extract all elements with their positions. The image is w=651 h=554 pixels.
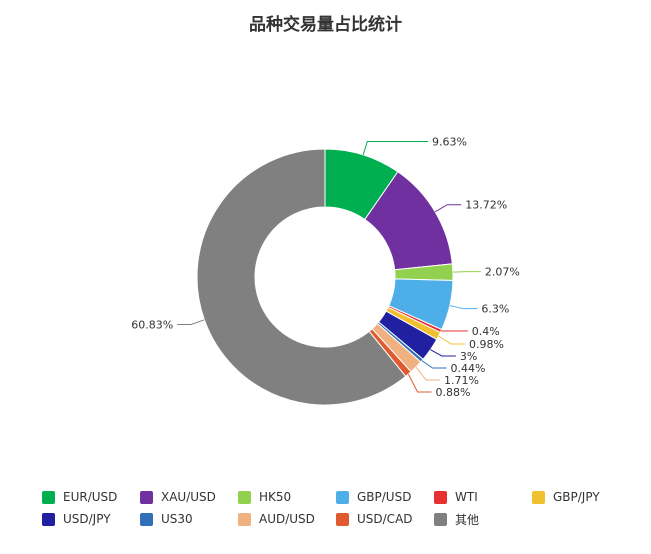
legend-label: GBP/JPY (553, 490, 600, 504)
pie-slice-other[interactable] (196, 148, 407, 406)
chart-legend: EUR/USD XAU/USD HK50 GBP/USD WTI GBP/JPY USD/J… (42, 489, 642, 527)
slice-value-label: 0.44% (450, 362, 485, 375)
legend-swatch (42, 490, 55, 504)
legend-item-xau-usd[interactable]: XAU/USD (140, 489, 238, 505)
slice-value-label: 3% (460, 350, 477, 363)
legend-item-other[interactable]: 其他 (434, 511, 532, 527)
legend-swatch (140, 512, 153, 526)
slice-value-label: 1.71% (444, 374, 479, 387)
legend-item-usd-jpy[interactable]: USD/JPY (42, 511, 140, 527)
legend-label: WTI (455, 490, 478, 504)
legend-label: XAU/USD (161, 490, 216, 504)
legend-swatch (434, 512, 447, 526)
slice-value-label: 60.83% (131, 318, 173, 331)
legend-label: GBP/USD (357, 490, 412, 504)
legend-item-hk50[interactable]: HK50 (238, 489, 336, 505)
chart-title: 品种交易量占比统计 (249, 15, 402, 35)
legend-label: AUD/USD (259, 512, 315, 526)
label-leader-line (177, 319, 205, 325)
slice-value-label: 9.63% (432, 135, 467, 148)
legend-swatch (238, 490, 251, 504)
legend-swatch (336, 512, 349, 526)
slice-value-label: 2.07% (485, 266, 520, 279)
legend-swatch (434, 490, 447, 504)
legend-swatch (42, 512, 55, 526)
label-leader-line (438, 335, 466, 345)
legend-label: EUR/USD (63, 490, 118, 504)
label-leader-line (421, 360, 447, 369)
label-leader-line (415, 366, 440, 381)
legend-item-us30[interactable]: US30 (140, 511, 238, 527)
legend-label: US30 (161, 512, 193, 526)
legend-item-gbp-usd[interactable]: GBP/USD (336, 489, 434, 505)
legend-item-wti[interactable]: WTI (434, 489, 532, 505)
legend-label: HK50 (259, 490, 292, 504)
slice-value-label: 0.98% (469, 338, 504, 351)
label-leader-line (430, 349, 456, 357)
slice-value-label: 0.4% (472, 325, 500, 338)
legend-item-gbp-jpy[interactable]: GBP/JPY (532, 489, 630, 505)
label-leader-line (362, 140, 428, 155)
label-leader-line (434, 204, 462, 213)
legend-swatch (238, 512, 251, 526)
legend-item-usd-cad[interactable]: USD/CAD (336, 511, 434, 527)
pie-chart: 9.63% 13.72% 2.07% 6.3% 0.4%0.98%3%0.44%1.71… (131, 135, 520, 406)
legend-label: USD/CAD (357, 512, 413, 526)
label-leader-line (407, 373, 432, 393)
legend-swatch (336, 490, 349, 504)
label-leader-line (452, 271, 481, 273)
legend-swatch (532, 490, 545, 504)
legend-item-eur-usd[interactable]: EUR/USD (42, 489, 140, 505)
legend-label: 其他 (455, 512, 480, 527)
label-leader-line (449, 305, 478, 310)
legend-item-aud-usd[interactable]: AUD/USD (238, 511, 336, 527)
legend-label: USD/JPY (63, 512, 111, 526)
legend-swatch (140, 490, 153, 504)
slice-value-label: 13.72% (465, 199, 507, 212)
slice-value-label: 6.3% (481, 303, 509, 316)
slice-value-label: 0.88% (436, 386, 471, 399)
